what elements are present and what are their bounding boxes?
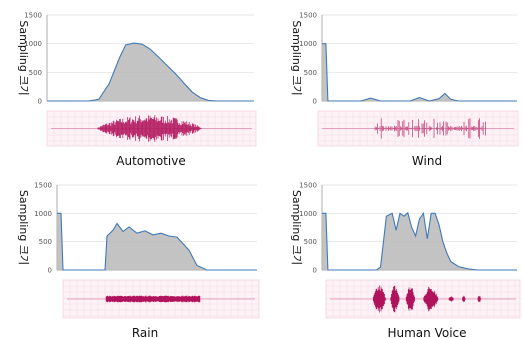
series-area xyxy=(322,212,517,270)
y-axis-label: Sampling 크기 xyxy=(17,20,30,95)
waveform xyxy=(317,110,519,147)
waveform-signal xyxy=(97,115,202,142)
waveform xyxy=(62,279,260,319)
y-tick-label: 1000 xyxy=(24,40,42,48)
y-axis-label: Sampling 크기 xyxy=(290,190,303,265)
y-tick-label: 500 xyxy=(39,238,52,246)
series-line xyxy=(47,42,254,102)
waveform-signal xyxy=(373,118,486,139)
y-tick-label: 500 xyxy=(304,238,317,246)
waveform-signal xyxy=(105,295,201,303)
waveform xyxy=(325,279,521,319)
chart-panel: 0 500 1000 1500 Sampling 크기 Rain xyxy=(17,182,260,338)
y-tick-label: 1000 xyxy=(299,210,317,218)
y-tick-label: 1500 xyxy=(299,12,317,20)
series-line xyxy=(322,43,517,102)
y-tick-label: 0 xyxy=(313,98,317,106)
y-tick-label: 500 xyxy=(304,69,317,77)
series-area xyxy=(57,213,257,270)
panel-title: Automotive xyxy=(116,154,185,168)
y-axis-label: Sampling 크기 xyxy=(290,20,303,95)
y-tick-label: 0 xyxy=(38,98,42,106)
y-tick-label: 0 xyxy=(48,267,52,275)
panel-title: Rain xyxy=(132,326,158,338)
y-tick-label: 1500 xyxy=(34,182,52,190)
series-line xyxy=(57,212,257,271)
panel-title: Wind xyxy=(412,154,442,168)
waveform xyxy=(46,110,257,147)
y-tick-label: 500 xyxy=(29,69,42,77)
y-axis-label: Sampling 크기 xyxy=(17,190,30,265)
y-tick-label: 1000 xyxy=(299,40,317,48)
y-tick-label: 1500 xyxy=(299,182,317,190)
y-tick-label: 1000 xyxy=(34,210,52,218)
panel-title: Human Voice xyxy=(387,326,466,338)
y-tick-label: 1500 xyxy=(24,12,42,20)
series-line xyxy=(322,211,517,271)
y-tick-label: 0 xyxy=(313,267,317,275)
series-area xyxy=(47,43,254,101)
